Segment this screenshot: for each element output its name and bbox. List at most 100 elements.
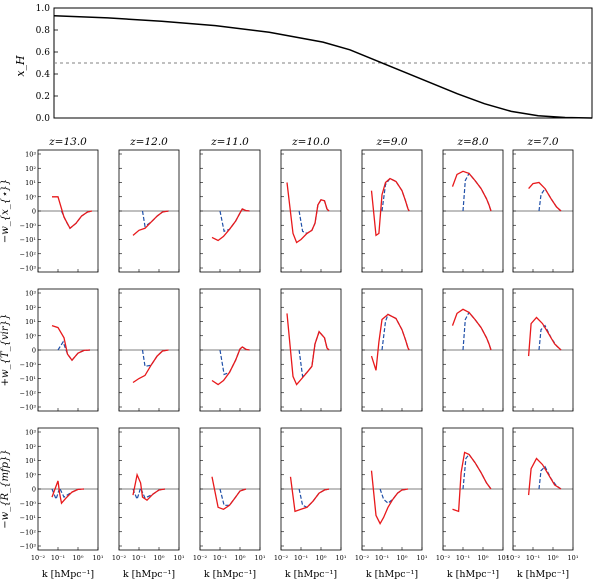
x-tick-label: 10⁻¹ — [294, 554, 309, 562]
red-solid-series-line — [132, 210, 169, 236]
x-tick-label: 10⁻¹ — [456, 554, 471, 562]
blue-dashed-series-line — [379, 488, 409, 504]
y-tick-label: 0.4 — [36, 70, 51, 80]
y-tick-label: 10⁰ — [25, 332, 36, 340]
red-solid-series-line — [286, 313, 330, 386]
panel-r2-c2: 10⁻² 10⁻¹ 10⁰ 10¹ — [193, 427, 266, 562]
blue-dashed-series-line — [298, 199, 330, 235]
x-tick-label: 10⁻¹ — [213, 554, 228, 562]
x-tick-label: 10⁻² — [436, 554, 451, 562]
x-tick-label: 10¹ — [498, 554, 509, 562]
y-tick-label: 10³ — [25, 429, 36, 437]
red-solid-series-line — [451, 170, 492, 212]
y-tick-label: 10¹ — [25, 179, 36, 187]
blue-dashed-series-line — [462, 172, 492, 212]
y-tick-label: 10³ — [25, 151, 36, 159]
panel-r2-c1: 10⁻² 10⁻¹ 10⁰ 10¹ — [112, 427, 185, 562]
blue-dashed-series-line — [219, 208, 250, 233]
y-tick-label: 0.6 — [36, 48, 51, 58]
neutral-fraction-chart: 0.0 0.2 0.4 0.6 0.8 1.0 x_H — [14, 4, 593, 124]
panel-r1-c1 — [118, 288, 180, 412]
x-tick-label: 10⁻² — [31, 554, 46, 562]
red-solid-series-line — [370, 177, 410, 237]
row-y-axis-label: +w_{T_{vir}} — [0, 314, 11, 387]
panel-r0-c3 — [280, 149, 342, 273]
x-tick-label: 10⁻¹ — [375, 554, 390, 562]
y-tick-label: 10² — [25, 443, 36, 451]
x-tick-label: 10¹ — [417, 554, 428, 562]
y-tick-label: −10⁰ — [20, 222, 37, 230]
panel-r2-c0: 10³ 10² 10¹ 10⁰ 0 −10⁰ −10¹ −10² −10³ 10⁻² 10⁻¹ 10⁰… — [20, 427, 104, 562]
x-tick-label: 10⁻¹ — [132, 554, 147, 562]
red-solid-series-line — [289, 476, 330, 513]
x-tick-label: 10⁻² — [355, 554, 370, 562]
y-tick-label: 0 — [32, 486, 36, 494]
x-tick-label: 10¹ — [93, 554, 104, 562]
redshift-column-title: z=12.0 — [129, 136, 168, 148]
panel-r1-c5 — [442, 288, 504, 412]
y-tick-label: −10² — [20, 528, 37, 536]
y-tick-label: 1.0 — [36, 4, 51, 14]
x-axis-label: k [hMpc⁻¹] — [204, 569, 256, 580]
y-tick-label: −10³ — [20, 404, 37, 412]
y-tick-label: 10¹ — [25, 457, 36, 465]
red-solid-series-line — [211, 346, 250, 386]
y-tick-label: 0.8 — [36, 26, 51, 36]
y-tick-label: 10² — [25, 165, 36, 173]
x-tick-label: 10⁰ — [316, 554, 327, 562]
red-solid-series-line — [370, 470, 409, 525]
y-tick-label: 10⁰ — [25, 193, 36, 201]
blue-dashed-series-line — [462, 311, 492, 351]
panel-r1-c3 — [280, 288, 342, 412]
panel-r1-c6 — [512, 288, 574, 412]
y-tick-label: 0 — [32, 347, 36, 355]
x-tick-label: 10⁻¹ — [526, 554, 541, 562]
red-solid-series-line — [132, 349, 169, 384]
x-tick-label: 10⁰ — [548, 554, 559, 562]
blue-dashed-series-line — [298, 488, 330, 509]
x-tick-label: 10¹ — [568, 554, 579, 562]
x-tick-label: 10⁻² — [112, 554, 127, 562]
x-tick-label: 10⁰ — [478, 554, 489, 562]
x-tick-label: 10⁰ — [73, 554, 84, 562]
y-tick-label: 0.0 — [36, 114, 51, 124]
y-tick-label: −10¹ — [20, 236, 37, 244]
y-tick-label: 10⁰ — [25, 471, 36, 479]
redshift-column-title: z=7.0 — [526, 136, 558, 148]
y-tick-label: 0.2 — [36, 92, 50, 102]
x-axis-label: k [hMpc⁻¹] — [447, 569, 499, 580]
x-axis-label: k [hMpc⁻¹] — [366, 569, 418, 580]
x-tick-label: 10⁻² — [506, 554, 521, 562]
panel-r1-c0: 10³ 10² 10¹ 10⁰ 0 −10⁰ −10¹ −10² −10³ — [20, 288, 99, 412]
panel-r0-c6 — [512, 149, 574, 273]
y-tick-label: 10³ — [25, 290, 36, 298]
blue-dashed-series-line — [141, 210, 169, 228]
weight-panels-grid: z=13.0 z=12.0 z=11.0 z=10.0 z=9.0 z=8.0 z=7.0 −… — [0, 136, 579, 580]
red-solid-series-line — [370, 313, 410, 371]
red-solid-series-line — [451, 308, 492, 351]
blue-dashed-series-line — [538, 187, 562, 212]
red-solid-series-line — [52, 196, 93, 230]
red-solid-series-line — [211, 476, 247, 511]
x-axis-label: k [hMpc⁻¹] — [285, 569, 337, 580]
blue-dashed-series-line — [381, 177, 410, 212]
y-tick-label: −10² — [20, 250, 37, 258]
y-tick-label: −10² — [20, 389, 37, 397]
panel-r1-c2 — [199, 288, 261, 412]
x-tick-label: 10⁰ — [235, 554, 246, 562]
panel-r0-c1 — [118, 149, 180, 273]
neutral-fraction-line — [53, 14, 593, 119]
x-tick-label: 10⁻² — [274, 554, 289, 562]
red-solid-series-line — [528, 181, 562, 212]
red-solid-series-line — [51, 324, 91, 362]
panel-r2-c4: 10⁻² 10⁻¹ 10⁰ 10¹ — [355, 427, 428, 562]
panel-r0-c2 — [199, 149, 261, 273]
panel-r0-c0: 10³ 10² 10¹ 10⁰ 0 −10⁰ −10¹ −10² −10³ — [20, 149, 99, 273]
panel-r0-c5 — [442, 149, 504, 273]
x-axis-label: k [hMpc⁻¹] — [42, 569, 94, 580]
redshift-column-title: z=11.0 — [210, 136, 249, 148]
x-tick-label: 10¹ — [174, 554, 185, 562]
blue-dashed-series-line — [219, 488, 247, 506]
y-axis-label: x_H — [14, 55, 27, 77]
y-tick-label: −10³ — [20, 265, 37, 273]
